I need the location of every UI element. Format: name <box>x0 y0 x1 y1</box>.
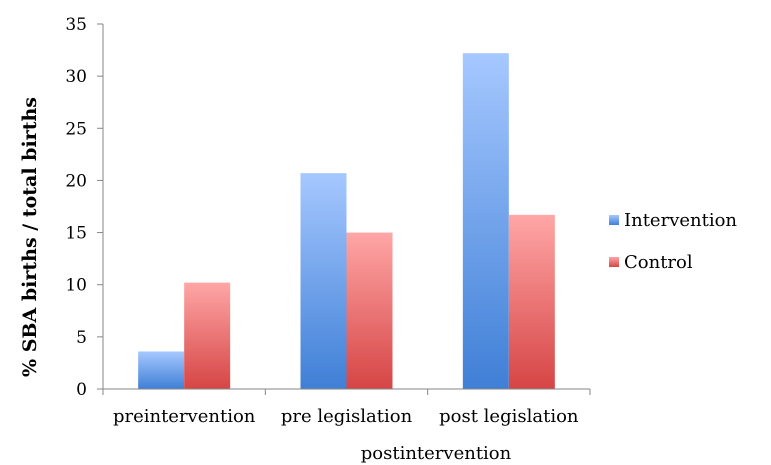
x-category-label: pre legislation <box>281 406 413 427</box>
x-category-label: post legislation <box>439 406 579 427</box>
bars-group <box>138 53 555 389</box>
y-tick-label: 5 <box>76 328 87 348</box>
bar-control-1 <box>346 232 393 389</box>
bar-intervention-1 <box>300 173 347 389</box>
legend-label-intervention: Intervention <box>624 210 737 231</box>
bar-intervention-2 <box>462 53 509 389</box>
y-tick-label: 35 <box>65 15 87 35</box>
y-tick-label: 10 <box>65 276 87 296</box>
y-tick-label: 20 <box>65 171 87 191</box>
y-tick-label: 0 <box>76 380 87 400</box>
legend-label-control: Control <box>624 252 693 273</box>
bar-control-0 <box>184 282 231 389</box>
bar-control-2 <box>508 214 555 389</box>
legend-swatch-control <box>609 257 619 267</box>
y-tick-label: 30 <box>65 67 87 87</box>
x-axis-label: postintervention <box>361 443 512 464</box>
legend: Intervention Control <box>609 210 737 273</box>
bar-intervention-0 <box>138 351 185 389</box>
x-category-label: preintervention <box>113 406 256 427</box>
legend-swatch-intervention <box>609 215 619 225</box>
y-axis-label: % SBA births / total births <box>19 97 41 377</box>
x-axis: preintervention pre legislation post legis… <box>102 388 591 427</box>
y-tick-label: 25 <box>65 119 87 139</box>
y-tick-label: 15 <box>65 224 87 244</box>
y-axis: 0 5 10 15 20 25 30 35 <box>65 15 104 400</box>
